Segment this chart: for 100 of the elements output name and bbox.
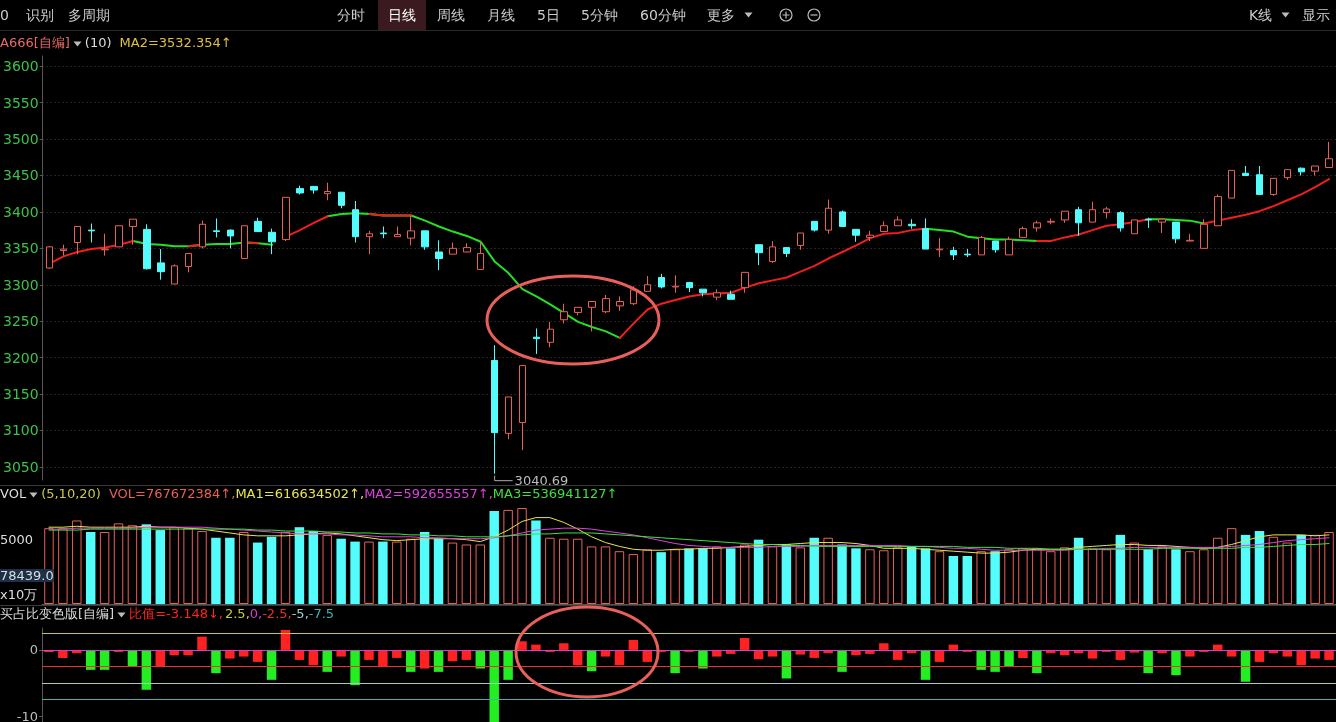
chart-title: 买占比变色版[自编] xyxy=(0,606,115,621)
candlestick xyxy=(1172,221,1180,244)
candlestick xyxy=(171,263,178,285)
bar xyxy=(823,537,833,604)
bar xyxy=(405,538,416,604)
candlestick xyxy=(964,248,971,258)
y-tick-label: 3050 xyxy=(2,458,39,475)
bar xyxy=(141,524,152,604)
candlestick xyxy=(1256,165,1263,195)
candlestick xyxy=(908,218,916,230)
bar xyxy=(475,544,486,604)
candlestick xyxy=(741,271,749,294)
candlestick xyxy=(352,200,359,243)
candlestick xyxy=(880,220,888,233)
bar xyxy=(879,643,889,650)
series-label: 比值=-3.148↓, xyxy=(129,606,223,621)
bar xyxy=(211,649,221,674)
bar xyxy=(990,649,1000,672)
text: 多周期 xyxy=(68,6,110,25)
bar xyxy=(892,547,903,604)
bar xyxy=(1032,649,1042,674)
bar xyxy=(1143,549,1153,604)
bar xyxy=(1059,547,1070,604)
candlestick xyxy=(1298,166,1305,176)
candlestick xyxy=(477,240,484,270)
candlestick xyxy=(811,220,818,233)
candlestick xyxy=(644,275,651,292)
bar xyxy=(1171,649,1181,676)
candlestick xyxy=(129,218,137,246)
candlestick xyxy=(755,244,763,266)
text: 5日 xyxy=(537,6,560,25)
text: 分时 xyxy=(337,6,365,25)
bar xyxy=(1185,551,1195,604)
bar xyxy=(308,531,319,604)
bar xyxy=(280,629,291,650)
text: 5分钟 xyxy=(581,6,618,25)
text: MA2=592655557↑, xyxy=(364,486,493,501)
bar xyxy=(503,509,513,604)
bar xyxy=(559,538,569,604)
bar xyxy=(336,538,346,604)
candlestick xyxy=(936,237,943,258)
y-tick-label: 3150 xyxy=(2,386,39,403)
candlestick xyxy=(1005,236,1013,256)
bar xyxy=(392,541,402,604)
candlestick xyxy=(1033,220,1041,233)
bar xyxy=(350,649,360,686)
bar xyxy=(169,527,179,604)
bar xyxy=(739,544,750,604)
bar xyxy=(684,548,694,604)
bar xyxy=(225,537,235,604)
y-tick-label: 3100 xyxy=(2,422,39,439)
candlestick xyxy=(727,290,735,300)
annotation: 78439.0 xyxy=(0,568,54,583)
bar xyxy=(1310,534,1320,604)
bar xyxy=(559,643,569,650)
annotation: 3040.69 xyxy=(514,473,569,489)
candlestick xyxy=(268,228,276,255)
series-label: VOL=767672384↑, xyxy=(108,486,236,501)
bar xyxy=(879,550,889,604)
candlestick xyxy=(199,220,206,249)
bar xyxy=(809,537,819,604)
bar xyxy=(517,508,527,604)
bar xyxy=(976,551,986,604)
candlestick xyxy=(366,230,373,255)
candlestick xyxy=(157,248,165,281)
candlestick xyxy=(407,215,415,246)
bar xyxy=(934,551,945,604)
y-tick-label: 3450 xyxy=(2,167,39,184)
candlestick xyxy=(338,191,345,209)
bar xyxy=(572,538,583,604)
bar xyxy=(767,546,778,604)
bar xyxy=(1004,549,1014,604)
candlestick xyxy=(1186,233,1194,242)
candlestick xyxy=(88,223,95,243)
text: VOL xyxy=(0,486,27,501)
bar xyxy=(614,551,625,604)
bar xyxy=(1032,548,1042,604)
candlestick xyxy=(310,185,318,195)
candlestick xyxy=(560,303,568,324)
bar xyxy=(294,527,305,604)
candlestick xyxy=(1325,141,1333,168)
bar xyxy=(447,542,458,604)
candlestick xyxy=(1047,217,1055,225)
candlestick xyxy=(992,240,999,254)
ref-line-label: -2.5, xyxy=(262,606,292,621)
bar xyxy=(364,541,374,604)
y-tick-label: 3400 xyxy=(2,203,39,220)
bar xyxy=(1018,548,1028,604)
bar xyxy=(252,542,263,604)
y-tick-label: 3300 xyxy=(2,276,39,293)
ref-line-label: -7.5 xyxy=(308,606,335,621)
candlestick xyxy=(1075,206,1082,237)
bar xyxy=(1143,649,1153,674)
candlestick xyxy=(74,225,81,255)
candlestick xyxy=(1200,218,1208,249)
bar xyxy=(197,636,207,650)
candlestick xyxy=(46,245,53,270)
text: 60分钟 xyxy=(640,6,686,25)
bar xyxy=(906,546,917,604)
candlestick xyxy=(449,242,457,255)
